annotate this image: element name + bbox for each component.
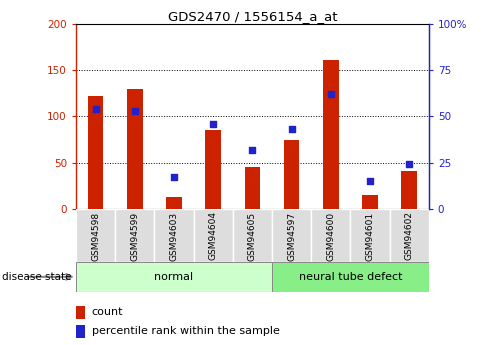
Text: count: count [92, 307, 123, 317]
Text: GSM94602: GSM94602 [405, 211, 414, 260]
Point [366, 178, 374, 184]
Point [209, 121, 217, 127]
Bar [233, 209, 272, 262]
Bar [154, 209, 194, 262]
Bar [323, 60, 339, 209]
Text: GSM94605: GSM94605 [248, 211, 257, 260]
Bar [362, 195, 378, 209]
Bar [284, 139, 299, 209]
Text: GSM94598: GSM94598 [91, 211, 100, 260]
Bar [166, 197, 182, 209]
Point [288, 127, 295, 132]
Bar [76, 306, 85, 318]
Text: GSM94601: GSM94601 [366, 211, 374, 260]
Bar [127, 89, 143, 209]
Bar [88, 96, 103, 209]
Point [131, 108, 139, 114]
Text: GSM94600: GSM94600 [326, 211, 335, 260]
Bar [401, 171, 417, 209]
Bar [245, 167, 260, 209]
Point [170, 175, 178, 180]
Text: disease state: disease state [2, 272, 72, 282]
Text: neural tube defect: neural tube defect [298, 272, 402, 282]
Bar [76, 262, 272, 292]
Bar [76, 209, 115, 262]
Bar [205, 130, 221, 209]
Text: percentile rank within the sample: percentile rank within the sample [92, 326, 280, 336]
Point [92, 106, 99, 112]
Point [405, 162, 413, 167]
Bar [350, 209, 390, 262]
Text: normal: normal [154, 272, 194, 282]
Text: GSM94597: GSM94597 [287, 211, 296, 260]
Point [327, 91, 335, 97]
Bar [311, 209, 350, 262]
Text: GSM94599: GSM94599 [130, 211, 139, 260]
Text: GSM94604: GSM94604 [209, 211, 218, 260]
Text: GSM94603: GSM94603 [170, 211, 178, 260]
Bar [115, 209, 154, 262]
Bar [272, 262, 429, 292]
Bar [76, 325, 85, 337]
Bar [272, 209, 311, 262]
Point [248, 147, 256, 152]
Bar [194, 209, 233, 262]
Title: GDS2470 / 1556154_a_at: GDS2470 / 1556154_a_at [168, 10, 337, 23]
Bar [390, 209, 429, 262]
